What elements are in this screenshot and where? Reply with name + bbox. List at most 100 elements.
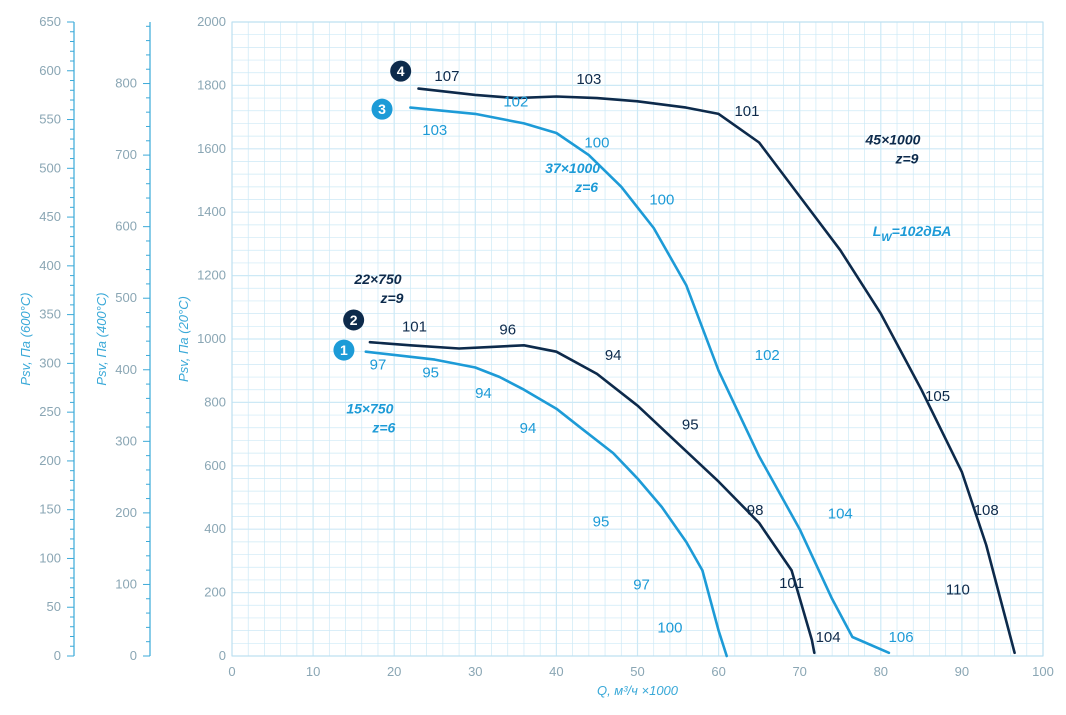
series-badge-number: 1 <box>340 342 348 358</box>
x-tick-label: 100 <box>1032 664 1054 679</box>
fan-blade-count-label: z=9 <box>379 290 403 306</box>
series-badge-number: 3 <box>378 101 386 117</box>
y-400c-tick-label: 0 <box>130 648 137 663</box>
noise-level-label: 94 <box>475 385 492 402</box>
y-400c-tick-label: 400 <box>115 362 137 377</box>
y-400c-axis-title: Psv, Па (400°C) <box>94 292 109 385</box>
noise-level-label: 101 <box>779 575 804 592</box>
y-tick-label-20c: 200 <box>204 585 226 600</box>
chart-labels: 97 95 94 94 95 97 100 101 96 94 95 98 101 104 103 102 10… <box>333 60 999 646</box>
y-tick-label-20c: 1400 <box>197 204 226 219</box>
series-curve-2 <box>368 340 816 655</box>
noise-level-label: 101 <box>402 318 427 335</box>
noise-level-label: 103 <box>422 122 447 139</box>
noise-level-label: 100 <box>657 619 682 636</box>
plot-grid <box>231 21 1044 657</box>
y-tick-label-20c: 1000 <box>197 331 226 346</box>
noise-level-label: 104 <box>816 629 841 646</box>
y-tick-label-20c: 0 <box>219 648 226 663</box>
y-400c-tick-label: 700 <box>115 147 137 162</box>
y-600c-tick-label: 50 <box>47 599 61 614</box>
y-600c-tick-label: 0 <box>54 648 61 663</box>
fan-model-label: 15×750 <box>346 401 393 417</box>
series-badge-circle <box>343 309 365 331</box>
y-tick-label-20c: 600 <box>204 458 226 473</box>
y-tick-label-20c: 1200 <box>197 268 226 283</box>
y-400c-tick-label: 100 <box>115 576 137 591</box>
y-tick-label-20c: 1800 <box>197 77 226 92</box>
y-600c-tick-label: 600 <box>39 63 61 78</box>
y-600c-tick-label: 350 <box>39 307 61 322</box>
series-curve-1 <box>364 350 728 658</box>
x-tick-label: 20 <box>387 664 401 679</box>
fan-blade-count-label: z=9 <box>894 150 918 166</box>
y-600c-tick-label: 450 <box>39 209 61 224</box>
fan-blade-count-label: z=6 <box>371 420 395 436</box>
y-400c-tick-label: 500 <box>115 290 137 305</box>
x-tick-label: 40 <box>549 664 563 679</box>
noise-level-label: 107 <box>434 68 459 85</box>
y-600c-tick-label: 100 <box>39 550 61 565</box>
x-tick-label: 0 <box>228 664 235 679</box>
series-badge-circle <box>333 339 355 361</box>
y-600c-tick-label: 200 <box>39 453 61 468</box>
noise-level-label: 103 <box>576 71 601 88</box>
fan-blade-count-label: z=6 <box>574 179 598 195</box>
y-600c-tick-label: 250 <box>39 404 61 419</box>
noise-level-label: 102 <box>755 347 780 364</box>
x-tick-label: 70 <box>792 664 806 679</box>
x-tick-label: 60 <box>711 664 725 679</box>
series-curve-4 <box>417 87 1016 655</box>
noise-level-label: 94 <box>520 420 537 437</box>
y-tick-label-20c: 1600 <box>197 141 226 156</box>
x-tick-label: 30 <box>468 664 482 679</box>
noise-level-label: 98 <box>747 502 764 519</box>
noise-level-label: 100 <box>649 192 674 209</box>
curves <box>364 87 1016 658</box>
y-600c-tick-label: 650 <box>39 14 61 29</box>
noise-level-label: 95 <box>422 364 439 381</box>
y-400c-tick-label: 800 <box>115 76 137 91</box>
fan-model-label: 45×1000 <box>865 131 921 147</box>
y-400c-tick-label: 300 <box>115 433 137 448</box>
series-badge-circle <box>371 98 393 120</box>
noise-level-label: 97 <box>633 577 650 594</box>
series-badge-number: 2 <box>350 312 358 328</box>
x-axis-title: Q, м³/ч ×1000 <box>597 683 679 698</box>
sound-power-annotation: LW=102дБА <box>873 223 952 244</box>
y-tick-label-20c: 2000 <box>197 14 226 29</box>
noise-level-label: 97 <box>370 356 387 373</box>
fan-model-label: 37×1000 <box>545 160 600 176</box>
noise-level-label: 95 <box>593 513 610 530</box>
noise-level-label: 94 <box>605 347 622 364</box>
x-tick-label: 50 <box>630 664 644 679</box>
noise-level-label: 102 <box>503 93 528 110</box>
series-badge-number: 4 <box>397 63 405 79</box>
noise-level-label: 104 <box>828 505 853 522</box>
fan-model-label: 22×750 <box>353 271 401 287</box>
y-600c-tick-label: 400 <box>39 258 61 273</box>
x-tick-label: 10 <box>306 664 320 679</box>
noise-level-label: 100 <box>584 134 609 151</box>
y-400c-tick-label: 200 <box>115 505 137 520</box>
x-tick-label: 90 <box>955 664 969 679</box>
y-axis-title-20c: Psv, Па (20°C) <box>176 296 191 382</box>
y-600c-axis-title: Psv, Па (600°C) <box>18 292 33 385</box>
noise-level-label: 105 <box>925 388 950 405</box>
y-600c-tick-label: 550 <box>39 112 61 127</box>
y-600c-tick-label: 500 <box>39 160 61 175</box>
x-tick-label: 80 <box>874 664 888 679</box>
noise-level-label: 110 <box>946 581 970 598</box>
noise-level-label: 101 <box>734 103 759 120</box>
plot-frame <box>231 21 1044 657</box>
y-600c-tick-label: 150 <box>39 502 61 517</box>
y-600c-tick-label: 300 <box>39 355 61 370</box>
series-curve-3 <box>409 106 891 655</box>
noise-level-label: 108 <box>974 502 999 519</box>
noise-level-label: 95 <box>682 417 699 434</box>
y-400c-tick-label: 600 <box>115 219 137 234</box>
series-badge-circle <box>390 60 412 82</box>
noise-level-label: 96 <box>499 321 516 338</box>
